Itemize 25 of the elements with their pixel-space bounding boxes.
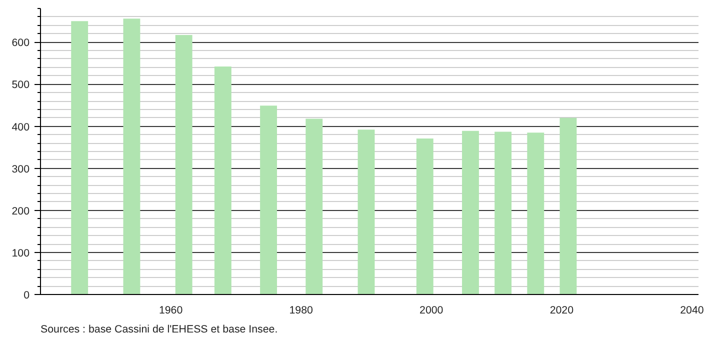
bar bbox=[527, 132, 544, 294]
y-tick-label: 600 bbox=[12, 37, 30, 50]
bar bbox=[494, 132, 512, 294]
bar bbox=[462, 130, 479, 294]
y-tick-label: 100 bbox=[12, 247, 30, 260]
y-tick-label: 400 bbox=[12, 121, 30, 134]
bar bbox=[260, 106, 277, 294]
y-tick-label: 500 bbox=[12, 79, 30, 92]
source-note: Sources : base Cassini de l'EHESS et base Insee. bbox=[40, 324, 278, 336]
bar bbox=[214, 66, 232, 294]
bar bbox=[416, 138, 434, 294]
bar bbox=[71, 21, 88, 294]
x-tick-label: 2020 bbox=[550, 304, 574, 316]
y-tick-label: 200 bbox=[12, 205, 30, 218]
bar bbox=[358, 130, 375, 294]
bar bbox=[560, 118, 577, 294]
x-tick-label: 2040 bbox=[680, 304, 704, 316]
bar bbox=[175, 34, 192, 294]
bar bbox=[306, 118, 323, 294]
bar bbox=[123, 18, 140, 294]
x-tick-label: 1960 bbox=[158, 304, 183, 316]
y-tick-label: 300 bbox=[12, 163, 30, 176]
x-tick-label: 2000 bbox=[420, 304, 444, 316]
y-tick-label: 0 bbox=[24, 290, 30, 302]
x-tick-label: 1980 bbox=[289, 304, 314, 316]
